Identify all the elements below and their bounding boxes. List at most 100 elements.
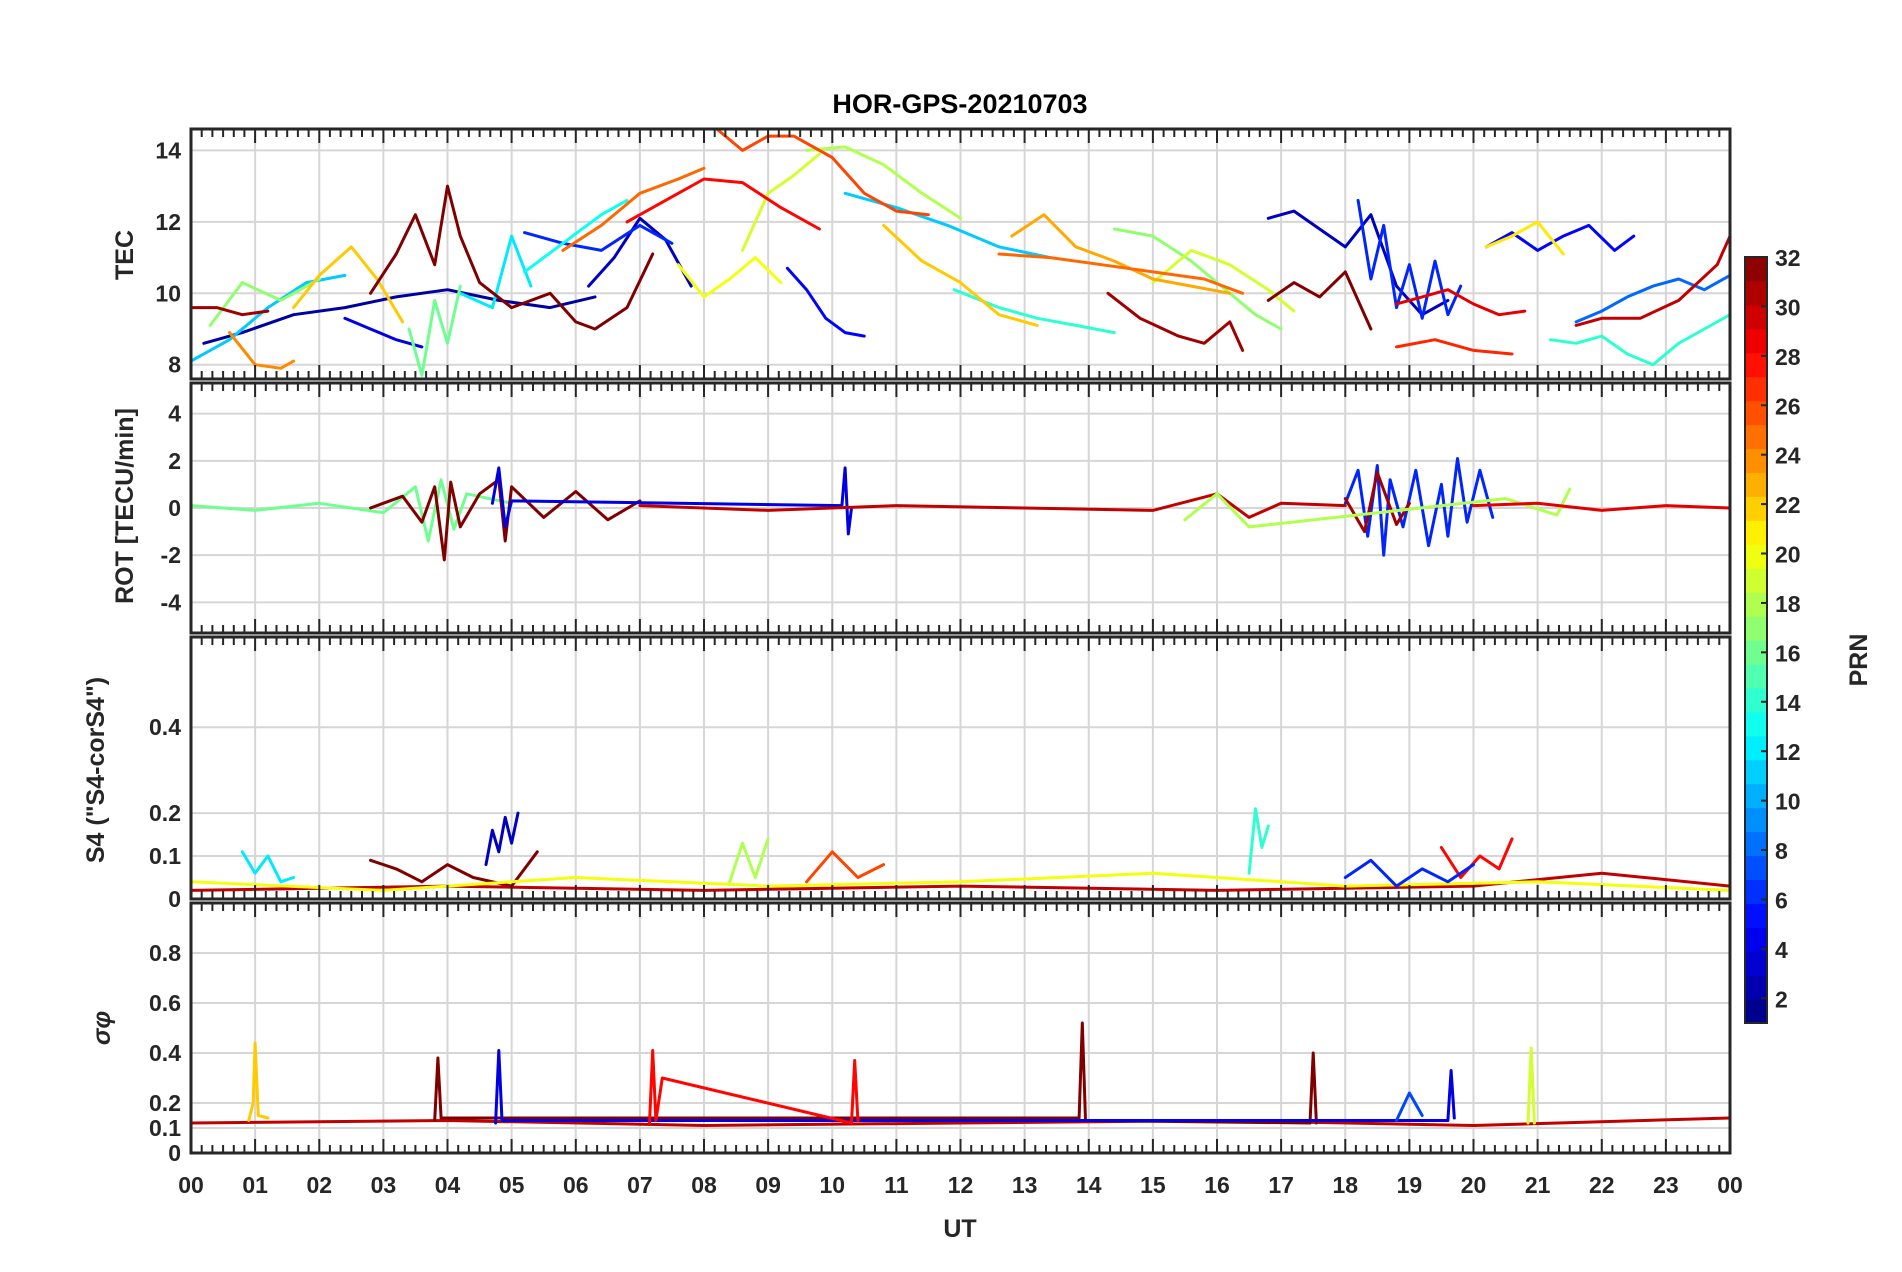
sigma_phi-trace-prn-4 bbox=[494, 1049, 1456, 1125]
s4-y-tick-label: 0.2 bbox=[149, 800, 181, 826]
colorbar-segment bbox=[1745, 640, 1767, 665]
colorbar-segment bbox=[1745, 472, 1767, 497]
tec-traces bbox=[191, 129, 1730, 377]
colorbar-tick-label: 12 bbox=[1775, 739, 1801, 765]
colorbar-segment bbox=[1745, 999, 1767, 1024]
colorbar-segment bbox=[1745, 975, 1767, 1000]
rot-panel: 4 2 0 -2 -4 bbox=[161, 381, 1732, 635]
s4-trace-prn-28 bbox=[1439, 837, 1514, 879]
tec-trace-prn-24 bbox=[228, 331, 296, 370]
colorbar-label: PRN bbox=[1845, 634, 1873, 687]
s4-trace-prn-18 bbox=[728, 837, 770, 884]
x-tick-label: 17 bbox=[1268, 1172, 1294, 1198]
s4-panel: 0.4 0.2 0.1 0 bbox=[149, 635, 1732, 912]
tec-y-tick-label: 8 bbox=[168, 352, 181, 378]
x-tick-label: 01 bbox=[242, 1172, 268, 1198]
rot-y-tick-label: -2 bbox=[161, 542, 181, 568]
x-tick-label: 09 bbox=[755, 1172, 781, 1198]
colorbar-segment bbox=[1745, 280, 1767, 306]
x-tick-label: 23 bbox=[1653, 1172, 1679, 1198]
tec-trace-prn-13 bbox=[523, 198, 629, 274]
tec-trace-prn-6 bbox=[1356, 198, 1463, 320]
colorbar-segment bbox=[1745, 687, 1767, 713]
tec-trace-prn-32 bbox=[369, 184, 514, 310]
rot-trace-prn-30 bbox=[638, 492, 1347, 519]
x-tick-label: 12 bbox=[948, 1172, 974, 1198]
sigma_phi-trace-prn-28 bbox=[648, 1049, 860, 1125]
rot-y-tick-label: 0 bbox=[168, 495, 181, 521]
colorbar-tick-label: 2 bbox=[1775, 986, 1788, 1012]
colorbar-segment bbox=[1745, 855, 1767, 880]
tec-trace-prn-5 bbox=[785, 266, 866, 338]
rot-axis-label: ROT [TECU/min] bbox=[111, 408, 139, 604]
colorbar-tick-label: 30 bbox=[1775, 294, 1801, 320]
tec-trace-prn-21 bbox=[1484, 220, 1565, 256]
x-tick-label: 06 bbox=[563, 1172, 589, 1198]
tec-trace-prn-27 bbox=[1395, 338, 1514, 356]
x-tick-label: 18 bbox=[1332, 1172, 1358, 1198]
colorbar-segment bbox=[1745, 735, 1767, 761]
colorbar-segment bbox=[1745, 927, 1767, 952]
tec-trace-prn-23 bbox=[1010, 213, 1232, 295]
rot-trace-prn-18 bbox=[1183, 487, 1572, 529]
colorbar-segment bbox=[1745, 352, 1767, 378]
x-tick-label: 08 bbox=[691, 1172, 717, 1198]
x-tick-label: 04 bbox=[435, 1172, 461, 1198]
colorbar-tick-label: 20 bbox=[1775, 542, 1801, 568]
x-tick-label: 02 bbox=[306, 1172, 332, 1198]
colorbar-segment bbox=[1745, 951, 1767, 976]
x-tick-label: 03 bbox=[371, 1172, 397, 1198]
colorbar-tick-label: 10 bbox=[1775, 789, 1801, 815]
tec-trace-prn-3 bbox=[1266, 209, 1450, 317]
rot-y-tick-label: 4 bbox=[168, 401, 181, 427]
colorbar-frame bbox=[1744, 256, 1768, 1024]
colorbar-segment bbox=[1745, 879, 1767, 904]
sigma_phi-y-tick-label: 0.8 bbox=[149, 940, 181, 966]
sigma_phi-trace-prn-7 bbox=[1395, 1091, 1424, 1122]
colorbar-tick-label: 28 bbox=[1775, 344, 1801, 370]
rot-y-tick-label: 2 bbox=[168, 448, 181, 474]
sigma_phi-panel: 0.8 0.6 0.4 0.20.10 bbox=[149, 901, 1732, 1166]
x-tick-label: 22 bbox=[1589, 1172, 1615, 1198]
sigma_phi-x-ticks bbox=[190, 903, 1731, 1153]
tec-trace-prn-2 bbox=[202, 288, 597, 345]
s4-y-tick-label: 0 bbox=[168, 886, 181, 912]
sigma_phi-y-tick-label: 0.4 bbox=[149, 1040, 181, 1066]
tec-trace-prn-18 bbox=[805, 145, 962, 220]
colorbar-segment bbox=[1745, 257, 1767, 282]
rot-trace-prn-4 bbox=[490, 466, 853, 536]
x-tick-label: 00 bbox=[1717, 1172, 1743, 1198]
colorbar-tick-label: 32 bbox=[1775, 245, 1801, 271]
tec-trace-prn-30 bbox=[1574, 234, 1730, 327]
x-tick-label: 07 bbox=[627, 1172, 653, 1198]
x-tick-label: 11 bbox=[884, 1172, 909, 1198]
colorbar-segment bbox=[1745, 304, 1767, 330]
tec-trace-prn-28 bbox=[625, 177, 821, 231]
tec-trace-prn-29 bbox=[1395, 288, 1527, 317]
rot-trace-prn-16 bbox=[191, 478, 514, 543]
colorbar-segment bbox=[1745, 592, 1767, 617]
rot-trace-prn-32 bbox=[369, 478, 642, 562]
tec-trace-prn-17 bbox=[208, 277, 321, 327]
x-tick-label: 00 bbox=[178, 1172, 204, 1198]
colorbar-segment bbox=[1745, 376, 1767, 402]
x-tick-label: 10 bbox=[819, 1172, 845, 1198]
tec-trace-prn-32 bbox=[1266, 270, 1373, 331]
rot-trace-prn-29 bbox=[1472, 501, 1730, 512]
colorbar-segment bbox=[1745, 544, 1767, 569]
chart-title: HOR-GPS-20210703 bbox=[832, 89, 1087, 119]
rot-traces bbox=[191, 457, 1730, 562]
tec-trace-prn-22 bbox=[882, 223, 1039, 327]
colorbar-segment bbox=[1745, 903, 1767, 928]
x-tick-label: 14 bbox=[1076, 1172, 1102, 1198]
sigma_phi-y-tick-label: 0.2 bbox=[149, 1090, 181, 1116]
tec-trace-prn-31 bbox=[1106, 291, 1245, 352]
tec-trace-prn-8 bbox=[1574, 273, 1730, 324]
colorbar-segment bbox=[1745, 711, 1767, 737]
colorbar-segment bbox=[1745, 568, 1767, 593]
colorbar-segment bbox=[1745, 807, 1767, 833]
colorbar-tick-label: 26 bbox=[1775, 393, 1801, 419]
colorbar-tick-label: 14 bbox=[1775, 690, 1801, 716]
